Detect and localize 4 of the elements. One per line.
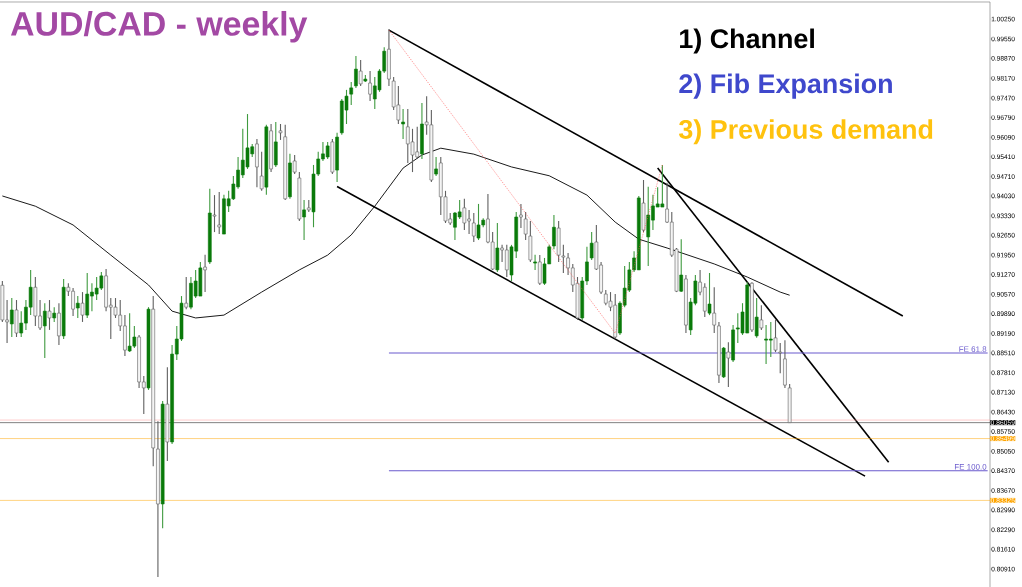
annotation: 3) Previous demand [678, 119, 933, 145]
chart-title: AUD/CAD - weekly [10, 10, 308, 43]
annotation: 2) Fib Expansion [679, 73, 892, 99]
annotation: 1) Channel [680, 28, 814, 54]
